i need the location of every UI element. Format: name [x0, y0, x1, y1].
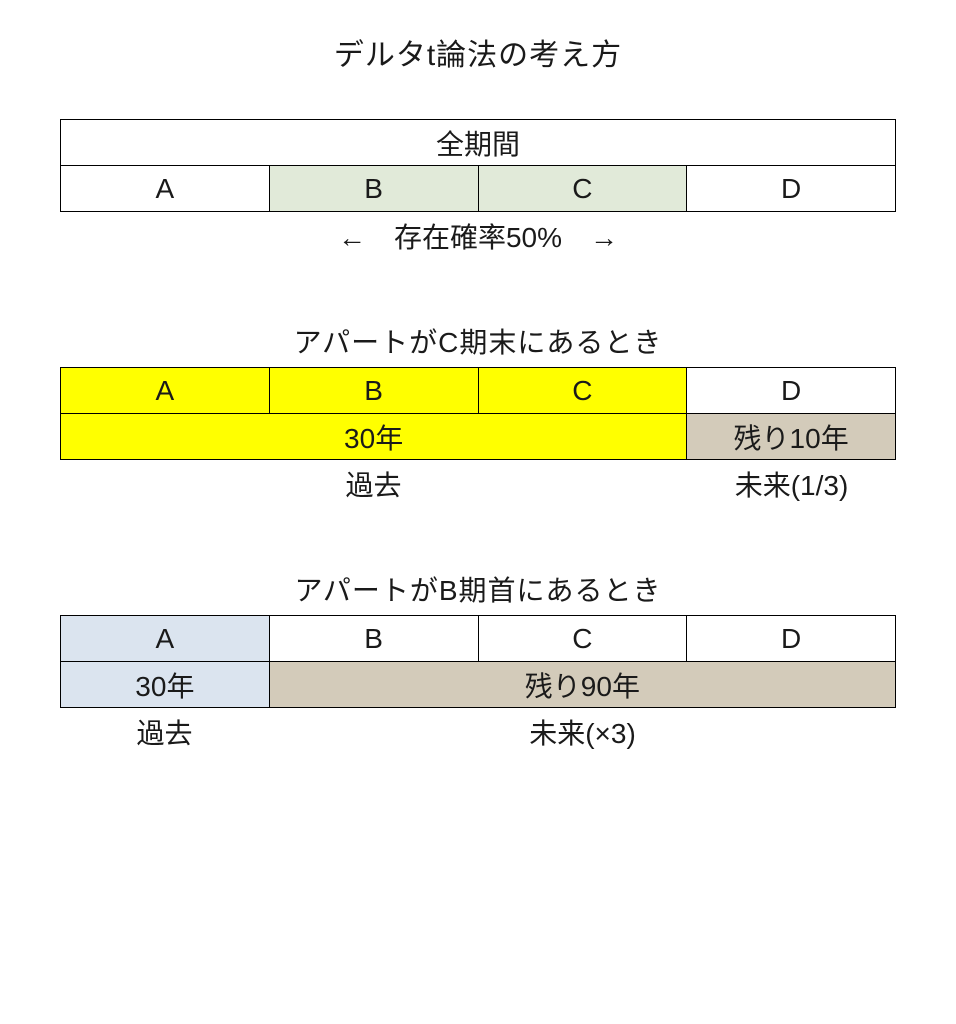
table2-r1-d: D — [687, 368, 896, 414]
table-2: A B C D 30年 残り10年 — [60, 367, 896, 460]
section-1: 全期間 A B C D ← 存在確率50% → — [60, 119, 896, 256]
table2-r2-future: 残り10年 — [687, 414, 896, 460]
table-1: 全期間 A B C D — [60, 119, 896, 212]
table2-r1-b: B — [269, 368, 478, 414]
table3-r1-a: A — [61, 616, 270, 662]
table2-r2-past: 30年 — [61, 414, 687, 460]
table1-below-text: ← 存在確率50% → — [60, 216, 896, 256]
table3-below-future: 未来(×3) — [269, 712, 896, 752]
table2-r1-c: C — [478, 368, 687, 414]
table1-cell-a: A — [61, 166, 270, 212]
table2-r1-a: A — [61, 368, 270, 414]
table1-cell-c: C — [478, 166, 687, 212]
table2-below: 過去 未来(1/3) — [60, 464, 896, 504]
table3-below: 過去 未来(×3) — [60, 712, 896, 752]
table2-below-past: 過去 — [60, 464, 687, 504]
table3-r1-d: D — [687, 616, 896, 662]
section-2: アパートがC期末にあるとき A B C D 30年 残り10年 過去 未来(1/… — [60, 321, 896, 504]
table1-cell-b: B — [269, 166, 478, 212]
table2-below-future: 未来(1/3) — [687, 464, 896, 504]
table3-r2-past: 30年 — [61, 662, 270, 708]
table1-cell-d: D — [687, 166, 896, 212]
table1-below: ← 存在確率50% → — [60, 216, 896, 256]
section-2-title: アパートがC期末にあるとき — [60, 321, 896, 361]
table3-below-past: 過去 — [60, 712, 269, 752]
page-title: デルタt論法の考え方 — [60, 30, 896, 74]
section-3-title: アパートがB期首にあるとき — [60, 569, 896, 609]
table-3: A B C D 30年 残り90年 — [60, 615, 896, 708]
table3-r2-future: 残り90年 — [269, 662, 895, 708]
table3-r1-c: C — [478, 616, 687, 662]
section-3: アパートがB期首にあるとき A B C D 30年 残り90年 過去 未来(×3… — [60, 569, 896, 752]
table3-r1-b: B — [269, 616, 478, 662]
table1-header: 全期間 — [61, 120, 896, 166]
